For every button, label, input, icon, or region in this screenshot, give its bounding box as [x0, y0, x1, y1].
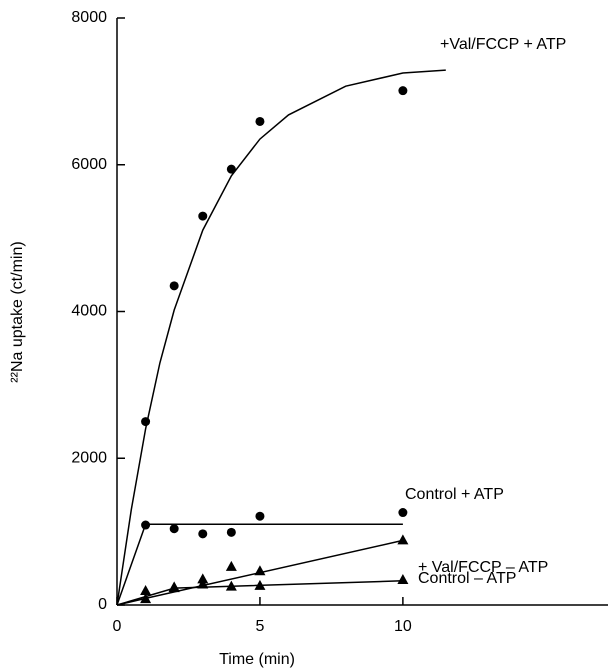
series-label: + Val/FCCP – ATP — [418, 559, 548, 576]
y-tick-label: 6000 — [71, 156, 107, 173]
y-axis-label: ²²Na uptake (ct/min) — [9, 241, 26, 382]
data-point — [225, 580, 237, 591]
x-tick-label: 5 — [255, 618, 264, 635]
data-point — [198, 529, 208, 539]
y-tick-label: 2000 — [71, 449, 107, 466]
fit-line — [116, 69, 446, 606]
data-point — [168, 582, 180, 593]
data-point — [141, 417, 151, 427]
data-point — [198, 211, 208, 221]
data-point — [398, 508, 408, 518]
y-tick-label: 0 — [98, 596, 107, 613]
data-point — [254, 565, 266, 576]
data-point — [197, 573, 209, 584]
data-point — [140, 585, 152, 596]
data-point — [397, 534, 409, 545]
data-point — [397, 574, 409, 585]
data-point — [226, 164, 236, 174]
series-label: Control + ATP — [405, 486, 504, 503]
data-point — [255, 511, 265, 521]
data-point — [141, 520, 151, 530]
data-point — [140, 593, 152, 604]
data-point — [255, 116, 265, 126]
data-point — [169, 524, 179, 534]
series-label: Control – ATP — [418, 570, 516, 587]
x-tick-label: 10 — [394, 618, 412, 635]
data-point — [197, 578, 209, 589]
data-point — [398, 86, 408, 96]
y-tick-label: 4000 — [71, 303, 107, 320]
x-tick-label: 0 — [113, 618, 122, 635]
data-point — [254, 579, 266, 590]
series-label: +Val/FCCP + ATP — [440, 36, 566, 53]
data-point — [225, 560, 237, 571]
x-axis-label: Time (min) — [219, 651, 295, 668]
data-point — [226, 527, 236, 537]
y-tick-label: 8000 — [71, 9, 107, 26]
data-point — [169, 281, 179, 291]
